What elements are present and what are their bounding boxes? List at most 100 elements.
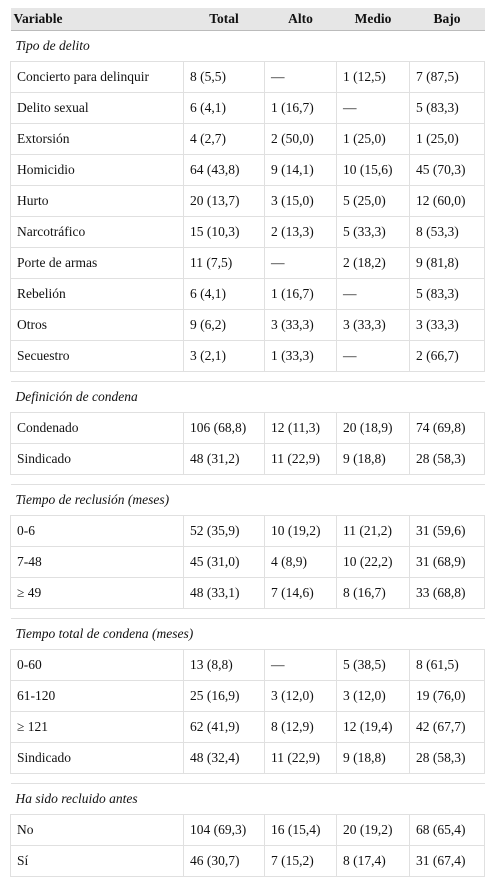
section-title: Ha sido recluido antes: [10, 783, 485, 815]
label-cell: 7-48: [10, 546, 184, 578]
value-cell: —: [336, 340, 410, 372]
spacer-row: [10, 474, 485, 485]
value-cell: 31 (59,6): [409, 515, 485, 547]
value-cell: 33 (68,8): [409, 577, 485, 609]
data-row: Porte de armas 11 (7,5) —2 (18,2) 9 (81,8): [10, 247, 485, 279]
spacer-cell: [10, 773, 485, 784]
section-row: Tipo de delito: [10, 30, 485, 62]
header-cell: Total: [183, 8, 265, 31]
value-cell: 3 (12,0): [336, 680, 410, 712]
value-cell: 5 (25,0): [336, 185, 410, 217]
value-cell: —: [336, 92, 410, 124]
value-cell: 5 (83,3): [409, 92, 485, 124]
section-row: Tiempo total de condena (meses): [10, 618, 485, 650]
value-cell: 42 (67,7): [409, 711, 485, 743]
value-cell: 1 (16,7): [264, 92, 337, 124]
value-cell: —: [264, 649, 337, 681]
data-row: ≥ 121 62 (41,9) 8 (12,9) 12 (19,4) 42 (67,7): [10, 711, 485, 743]
data-row: Sí 46 (30,7) 7 (15,2) 8 (17,4) 31 (67,4): [10, 845, 485, 877]
label-cell: Delito sexual: [10, 92, 184, 124]
data-row: Extorsión 4 (2,7) 2 (50,0) 1 (25,0) 1 (25,0): [10, 123, 485, 155]
value-cell: 13 (8,8): [183, 649, 265, 681]
value-cell: 1 (25,0): [409, 123, 485, 155]
data-row: Narcotráfico 15 (10,3) 2 (13,3) 5 (33,3) 8 (…: [10, 216, 485, 248]
data-row: Secuestro 3 (2,1) 1 (33,3) —2 (66,7): [10, 340, 485, 372]
value-cell: —: [336, 278, 410, 310]
value-cell: 20 (13,7): [183, 185, 265, 217]
label-cell: 61-120: [10, 680, 184, 712]
label-cell: ≥ 121: [10, 711, 184, 743]
value-cell: 19 (76,0): [409, 680, 485, 712]
value-cell: 3 (2,1): [183, 340, 265, 372]
value-cell: 5 (83,3): [409, 278, 485, 310]
value-cell: 10 (19,2): [264, 515, 337, 547]
header-cell: Variable: [10, 8, 184, 31]
label-cell: Sindicado: [10, 742, 184, 774]
value-cell: 64 (43,8): [183, 154, 265, 186]
value-cell: 20 (18,9): [336, 412, 410, 444]
section-title: Definición de condena: [10, 381, 485, 413]
section-title: Tiempo total de condena (meses): [10, 618, 485, 650]
data-row: Otros 9 (6,2) 3 (33,3) 3 (33,3) 3 (33,3): [10, 309, 485, 341]
value-cell: 31 (67,4): [409, 845, 485, 877]
value-cell: 45 (31,0): [183, 546, 265, 578]
value-cell: 2 (13,3): [264, 216, 337, 248]
spacer-row: [10, 608, 485, 619]
value-cell: —: [264, 61, 337, 93]
value-cell: 9 (6,2): [183, 309, 265, 341]
header-cell: Medio: [336, 8, 410, 31]
data-row: Concierto para delinquir 8 (5,5) —1 (12,5)…: [10, 61, 485, 93]
value-cell: 9 (14,1): [264, 154, 337, 186]
value-cell: 8 (16,7): [336, 577, 410, 609]
label-cell: Condenado: [10, 412, 184, 444]
label-cell: Secuestro: [10, 340, 184, 372]
value-cell: 28 (58,3): [409, 443, 485, 475]
value-cell: 11 (21,2): [336, 515, 410, 547]
value-cell: 31 (68,9): [409, 546, 485, 578]
data-row: ≥ 49 48 (33,1) 7 (14,6) 8 (16,7) 33 (68,8): [10, 577, 485, 609]
label-cell: Porte de armas: [10, 247, 184, 279]
value-cell: 25 (16,9): [183, 680, 265, 712]
value-cell: 3 (33,3): [336, 309, 410, 341]
label-cell: Sí: [10, 845, 184, 877]
section-title: Tiempo de reclusión (meses): [10, 484, 485, 516]
data-row: Hurto 20 (13,7) 3 (15,0) 5 (25,0) 12 (60,0): [10, 185, 485, 217]
data-row: Rebelión 6 (4,1) 1 (16,7) —5 (83,3): [10, 278, 485, 310]
label-cell: Homicidio: [10, 154, 184, 186]
value-cell: 11 (22,9): [264, 742, 337, 774]
value-cell: 48 (33,1): [183, 577, 265, 609]
value-cell: 48 (32,4): [183, 742, 265, 774]
value-cell: 11 (22,9): [264, 443, 337, 475]
value-cell: 20 (19,2): [336, 814, 410, 846]
label-cell: Otros: [10, 309, 184, 341]
value-cell: 104 (69,3): [183, 814, 265, 846]
data-row: 0-60 13 (8,8) —5 (38,5) 8 (61,5): [10, 649, 485, 681]
header-cell: Bajo: [409, 8, 485, 31]
spacer-cell: [10, 474, 485, 485]
label-cell: Extorsión: [10, 123, 184, 155]
value-cell: 7 (15,2): [264, 845, 337, 877]
value-cell: 106 (68,8): [183, 412, 265, 444]
value-cell: 16 (15,4): [264, 814, 337, 846]
value-cell: 10 (22,2): [336, 546, 410, 578]
label-cell: No: [10, 814, 184, 846]
section-row: Ha sido recluido antes: [10, 783, 485, 815]
value-cell: 4 (2,7): [183, 123, 265, 155]
label-cell: Sindicado: [10, 443, 184, 475]
data-row: 61-120 25 (16,9) 3 (12,0) 3 (12,0) 19 (76,0): [10, 680, 485, 712]
value-cell: 1 (25,0): [336, 123, 410, 155]
value-cell: 4 (8,9): [264, 546, 337, 578]
header-row: Variable Total Alto Medio Bajo: [10, 8, 485, 31]
spacer-cell: [10, 371, 485, 382]
value-cell: 6 (4,1): [183, 92, 265, 124]
label-cell: Hurto: [10, 185, 184, 217]
data-row: Sindicado 48 (32,4) 11 (22,9) 9 (18,8) 28 (5…: [10, 742, 485, 774]
value-cell: 2 (18,2): [336, 247, 410, 279]
value-cell: 8 (53,3): [409, 216, 485, 248]
value-cell: 9 (18,8): [336, 443, 410, 475]
value-cell: 1 (12,5): [336, 61, 410, 93]
value-cell: 10 (15,6): [336, 154, 410, 186]
value-cell: 1 (33,3): [264, 340, 337, 372]
value-cell: 12 (60,0): [409, 185, 485, 217]
